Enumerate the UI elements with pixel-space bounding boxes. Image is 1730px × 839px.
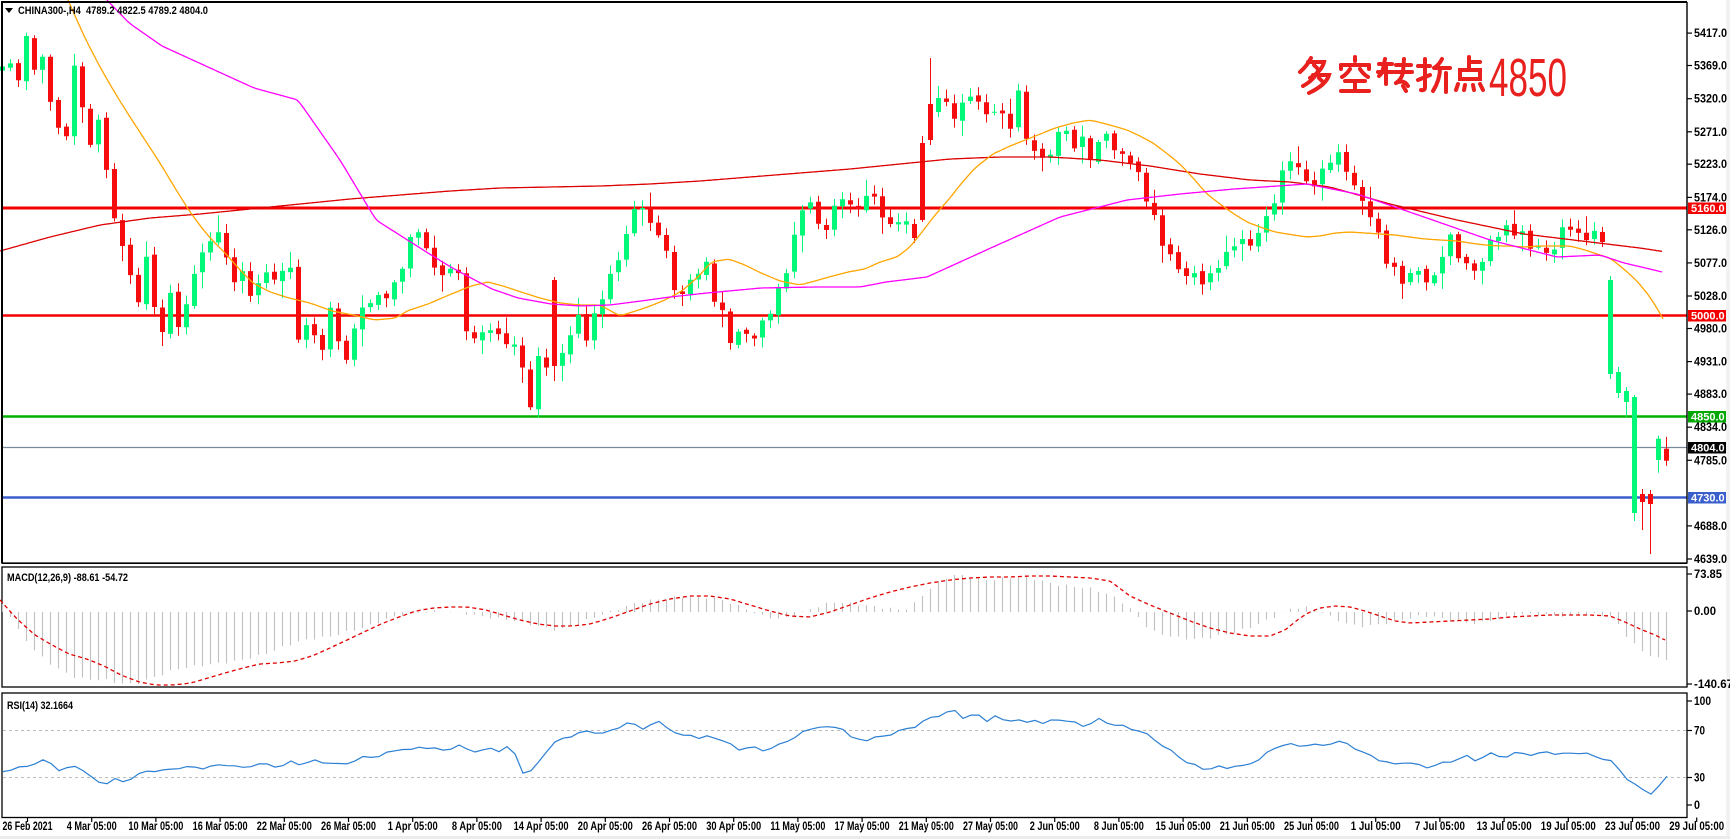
svg-text:22 Mar 05:00: 22 Mar 05:00 <box>257 821 312 833</box>
svg-text:5160.0: 5160.0 <box>1691 203 1725 215</box>
svg-text:16 Mar 05:00: 16 Mar 05:00 <box>193 821 248 833</box>
svg-text:26 Feb 2021: 26 Feb 2021 <box>3 821 53 833</box>
svg-text:2 Jun 05:00: 2 Jun 05:00 <box>1030 821 1080 833</box>
svg-text:30: 30 <box>1694 773 1705 785</box>
svg-text:4 Mar 05:00: 4 Mar 05:00 <box>67 821 117 833</box>
svg-text:29 Jul 05:00: 29 Jul 05:00 <box>1669 821 1724 833</box>
svg-text:0.00: 0.00 <box>1694 606 1716 618</box>
svg-text:19 Jul 05:00: 19 Jul 05:00 <box>1541 821 1596 833</box>
svg-text:5000.0: 5000.0 <box>1691 311 1725 323</box>
svg-text:4850.0: 4850.0 <box>1691 412 1725 424</box>
svg-text:15 Jun 05:00: 15 Jun 05:00 <box>1156 821 1211 833</box>
svg-text:21 Jun 05:00: 21 Jun 05:00 <box>1220 821 1275 833</box>
svg-text:26 Mar 05:00: 26 Mar 05:00 <box>321 821 376 833</box>
svg-text:21 May 05:00: 21 May 05:00 <box>899 821 954 833</box>
svg-text:4931.0: 4931.0 <box>1694 357 1727 369</box>
svg-text:23 Jul 05:00: 23 Jul 05:00 <box>1605 821 1660 833</box>
svg-text:26 Apr 05:00: 26 Apr 05:00 <box>642 821 697 833</box>
svg-text:4785.0: 4785.0 <box>1694 455 1727 467</box>
svg-text:10 Mar 05:00: 10 Mar 05:00 <box>128 821 183 833</box>
svg-text:MACD(12,26,9) -88.61 -54.72: MACD(12,26,9) -88.61 -54.72 <box>7 572 128 584</box>
svg-text:27 May 05:00: 27 May 05:00 <box>963 821 1018 833</box>
svg-text:5369.0: 5369.0 <box>1694 61 1727 73</box>
svg-text:14 Apr 05:00: 14 Apr 05:00 <box>514 821 569 833</box>
svg-text:5028.0: 5028.0 <box>1694 291 1727 303</box>
svg-text:4883.0: 4883.0 <box>1694 389 1727 401</box>
svg-text:70: 70 <box>1694 726 1705 738</box>
svg-text:5417.0: 5417.0 <box>1694 28 1727 40</box>
svg-text:1 Apr 05:00: 1 Apr 05:00 <box>388 821 438 833</box>
svg-text:17 May 05:00: 17 May 05:00 <box>835 821 890 833</box>
svg-text:5077.0: 5077.0 <box>1694 258 1727 270</box>
svg-text:4730.0: 4730.0 <box>1691 493 1725 505</box>
svg-text:4834.0: 4834.0 <box>1694 422 1727 434</box>
svg-text:30 Apr 05:00: 30 Apr 05:00 <box>706 821 761 833</box>
svg-text:5271.0: 5271.0 <box>1694 127 1727 139</box>
svg-text:4980.0: 4980.0 <box>1694 324 1727 336</box>
svg-text:CHINA300-,H4 4789.2 4822.5 47: CHINA300-,H4 4789.2 4822.5 4789.2 4804.0 <box>18 5 208 17</box>
svg-text:5174.0: 5174.0 <box>1694 192 1727 204</box>
svg-text:RSI(14) 32.1664: RSI(14) 32.1664 <box>7 700 74 712</box>
svg-text:4850: 4850 <box>1489 48 1567 108</box>
svg-text:8 Jun 05:00: 8 Jun 05:00 <box>1094 821 1144 833</box>
svg-text:4804.0: 4804.0 <box>1691 443 1725 455</box>
svg-text:4688.0: 4688.0 <box>1694 521 1727 533</box>
svg-text:5320.0: 5320.0 <box>1694 94 1727 106</box>
svg-text:4639.0: 4639.0 <box>1694 554 1727 566</box>
svg-text:7 Jul 05:00: 7 Jul 05:00 <box>1415 821 1465 833</box>
svg-text:100: 100 <box>1694 696 1711 708</box>
svg-text:20 Apr 05:00: 20 Apr 05:00 <box>578 821 633 833</box>
svg-text:-140.67: -140.67 <box>1694 679 1730 691</box>
svg-text:0: 0 <box>1694 800 1700 812</box>
svg-text:73.85: 73.85 <box>1694 569 1723 581</box>
svg-text:11 May 05:00: 11 May 05:00 <box>770 821 825 833</box>
svg-text:5223.0: 5223.0 <box>1694 159 1727 171</box>
svg-text:5126.0: 5126.0 <box>1694 225 1727 237</box>
svg-text:1 Jul 05:00: 1 Jul 05:00 <box>1351 821 1401 833</box>
svg-text:25 Jun 05:00: 25 Jun 05:00 <box>1284 821 1339 833</box>
svg-text:8 Apr 05:00: 8 Apr 05:00 <box>452 821 502 833</box>
svg-text:13 Jul 05:00: 13 Jul 05:00 <box>1477 821 1532 833</box>
